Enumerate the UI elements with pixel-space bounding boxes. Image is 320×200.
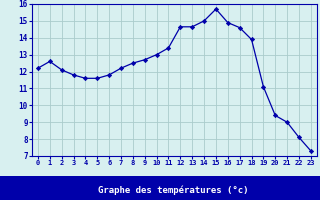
Text: Graphe des températures (°c): Graphe des températures (°c) xyxy=(98,185,248,195)
